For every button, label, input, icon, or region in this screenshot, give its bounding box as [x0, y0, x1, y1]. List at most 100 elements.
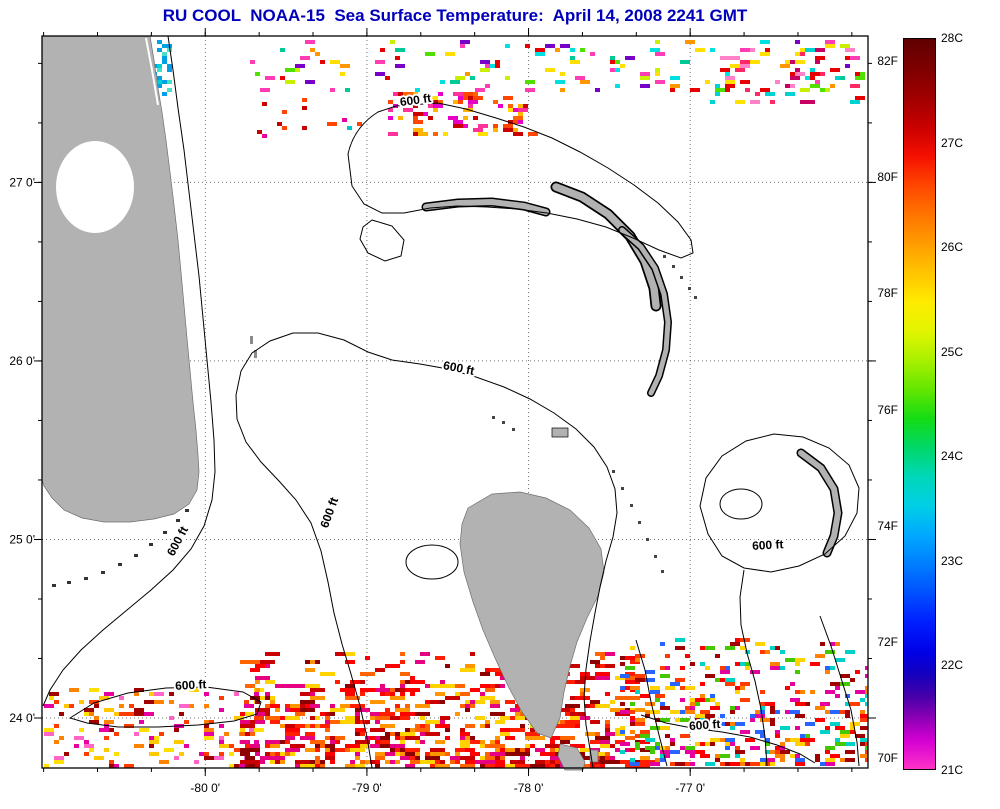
sst-pixel: [830, 84, 835, 88]
sst-pixel: [445, 752, 450, 756]
sst-pixel: [355, 756, 360, 760]
sst-pixel: [775, 730, 780, 734]
sst-pixel: [700, 682, 705, 686]
sst-pixel: [810, 72, 820, 76]
sst-pixel: [295, 764, 300, 768]
sst-pixel: [380, 48, 385, 52]
andros-island: [459, 491, 605, 739]
sst-pixel: [428, 96, 438, 100]
sst-pixel: [525, 44, 530, 48]
sst-pixel: [795, 742, 805, 746]
sst-pixel: [845, 714, 850, 718]
sst-pixel: [219, 736, 224, 740]
sst-pixel: [625, 666, 635, 670]
sst-pixel: [630, 716, 635, 720]
sst-pixel: [665, 666, 670, 670]
abaco-cays: [663, 255, 697, 299]
sst-pixel: [480, 740, 485, 744]
sst-pixel: [695, 48, 705, 52]
sst-pixel: [665, 750, 670, 754]
sst-pixel: [162, 44, 167, 48]
tick-layer: [34, 28, 876, 776]
sst-pixel: [630, 702, 635, 706]
sst-pixel: [645, 710, 650, 714]
sst-pixel: [325, 736, 330, 740]
southeast-contour-c: [640, 714, 816, 764]
sst-pixel: [285, 80, 295, 84]
sst-pixel: [184, 744, 189, 748]
sst-pixel: [330, 712, 335, 716]
sst-pixel: [820, 642, 825, 646]
sst-pixel: [134, 712, 144, 716]
sst-pixel: [194, 760, 199, 764]
sst-pixel: [725, 738, 735, 742]
sst-pixel: [750, 746, 760, 750]
sst-pixel: [510, 760, 525, 764]
sst-pixel: [675, 718, 680, 722]
sst-pixel: [445, 664, 450, 668]
sst-pixel: [435, 692, 445, 696]
sst-pixel: [485, 84, 490, 88]
andros-south-fragment: [557, 743, 586, 771]
sst-pixel: [770, 662, 780, 666]
sst-pixel: [795, 714, 805, 718]
sst-pixel: [480, 684, 495, 688]
sst-pixel: [670, 84, 680, 88]
sst-pixel: [575, 680, 585, 684]
sst-pixel: [565, 720, 580, 724]
sst-pixel: [815, 80, 820, 84]
sst-pixel: [775, 734, 780, 738]
sst-pixel: [775, 80, 780, 84]
sst-pixel: [149, 752, 159, 756]
sst-pixel: [715, 754, 720, 758]
sst-pixel: [255, 700, 260, 704]
sst-pixel: [605, 732, 620, 736]
sst-pixel: [325, 752, 335, 756]
sst-pixel: [390, 40, 395, 44]
sst-pixel: [835, 742, 845, 746]
sst-pixel: [590, 740, 605, 744]
sst-pixel: [250, 748, 260, 752]
sst-pixel: [420, 652, 430, 656]
sst-pixel: [620, 710, 630, 714]
sst-pixel: [270, 700, 275, 704]
sst-pixel: [830, 666, 835, 670]
sst-pixel: [850, 722, 860, 726]
sst-pixel: [390, 732, 395, 736]
sst-pixel: [300, 692, 315, 696]
sst-pixel: [860, 754, 868, 758]
sst-pixel: [400, 672, 410, 676]
sst-pixel: [179, 752, 184, 756]
sst-pixel: [855, 76, 865, 80]
sst-pixel: [655, 80, 665, 84]
sst-pixel: [610, 756, 615, 760]
sst-pixel: [845, 694, 850, 698]
sst-pixel: [700, 646, 705, 650]
sst-pixel: [265, 692, 270, 696]
sst-pixel: [590, 720, 600, 724]
sst-pixel: [700, 754, 710, 758]
sst-pixel: [695, 726, 700, 730]
sst-pixel: [465, 760, 475, 764]
sst-pixel: [560, 88, 565, 92]
sst-pixel: [463, 116, 468, 120]
sst-pixel: [790, 76, 800, 80]
sst-pixel: [320, 744, 325, 748]
sst-pixel: [280, 48, 285, 52]
sst-pixel: [560, 736, 575, 740]
sst-pixel: [285, 740, 290, 744]
sst-pixel: [204, 752, 209, 756]
sst-pixel: [508, 104, 513, 108]
sst-pixel: [350, 704, 360, 708]
sst-pixel: [315, 760, 320, 764]
sst-pixel: [590, 52, 595, 56]
sst-pixel: [740, 80, 750, 84]
sst-pixel: [705, 762, 715, 766]
sst-pixel: [835, 76, 840, 80]
sst-pixel: [495, 756, 500, 760]
sst-pixel: [350, 680, 365, 684]
sst-pixel: [850, 100, 860, 104]
sst-pixel: [640, 756, 650, 760]
sst-pixel: [805, 48, 815, 52]
